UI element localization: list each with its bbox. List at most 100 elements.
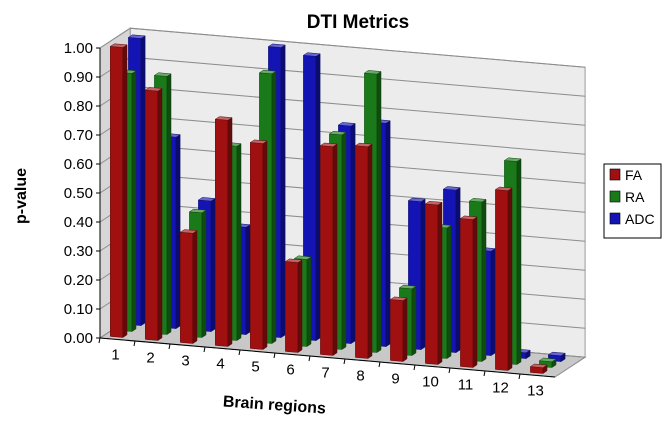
bar-side [236,143,242,341]
bar-side [332,143,338,356]
bar-side [420,198,426,351]
bar-front [285,261,299,353]
bar-side [131,70,137,332]
bar-front [250,142,264,350]
x-tick-label: 13 [527,383,544,400]
bar-top [258,69,277,75]
bar-front [355,145,369,359]
bar-top [363,70,382,75]
bar-FA-11 [459,215,478,368]
x-tick-label: 7 [321,365,329,382]
x-tick-label: 11 [458,377,474,394]
y-tick-label: 0.60 [64,156,93,173]
bar-side [507,187,513,371]
bar-FA-12 [494,186,513,371]
bar-ADC-13 [547,351,566,363]
legend-swatch-ADC [609,212,621,225]
bar-front [320,145,334,356]
bar-top [459,215,478,220]
bar-side [280,44,286,339]
bar-top [407,197,426,202]
x-tick-mark [98,337,101,344]
bar-top [144,87,163,92]
x-tick-label: 8 [356,368,364,385]
bar-side [376,71,382,353]
y-tick-label: 0.00 [64,330,93,347]
bar-side [367,143,373,359]
bar-FA-1 [109,43,128,338]
bar-top [503,157,522,162]
x-tick-mark [168,343,171,350]
legend-swatch-RA [609,190,621,203]
bar-side [411,285,417,356]
bar-side [227,117,233,347]
y-tick-label: 0.10 [64,301,93,318]
bar-side [446,224,452,359]
bar-front [460,218,474,368]
x-tick-mark [308,355,311,362]
bar-FA-5 [249,139,268,350]
bar-top [354,142,373,148]
bar-front [110,46,124,338]
y-tick-label: 0.70 [64,127,93,144]
axes-group: 0.00 0.10 0.20 0.30 0.40 0.50 0.60 0.70 0.80 0.90… [64,40,556,400]
bar-side [140,35,146,327]
x-tick-mark [518,373,521,380]
x-tick-mark [238,349,241,356]
bar-FA-3 [179,229,198,344]
bar-top [302,52,321,57]
bar-front [425,203,439,365]
bar-top [109,43,128,48]
bar-side [271,70,277,344]
x-tick-label: 6 [286,362,294,379]
bar-side [385,120,391,348]
bar-top [328,130,347,136]
bar-top [547,351,566,357]
bar-top [267,43,286,48]
x-tick-label: 1 [111,347,119,364]
bar-top [398,284,417,290]
gridline [99,27,586,68]
x-tick-label: 9 [391,371,399,388]
x-tick-label: 4 [216,356,224,373]
bar-side [455,187,461,354]
x-tick-mark [448,367,451,374]
legend-label-RA: RA [625,189,645,205]
bar-top [319,142,338,147]
bar-top [127,34,146,39]
bar-side [472,216,478,368]
bar-top [468,198,487,203]
bar-front [145,89,159,341]
y-tick-label: 0.40 [64,214,93,231]
bar-top [442,186,461,191]
x-tick-mark [273,352,276,359]
y-tick-label: 0.90 [64,69,93,86]
x-tick-mark [133,340,136,347]
bar-top [179,229,198,234]
bar-side [402,297,408,362]
bar-top [293,255,312,260]
bar-side [516,158,522,365]
y-tick-label: 0.50 [64,185,93,202]
bar-top [424,201,443,206]
bar-side [341,131,347,350]
legend-label-ADC: ADC [625,211,655,227]
bar-FA-6 [284,258,303,353]
bar-side [245,224,251,336]
bar-side [306,256,312,347]
bar-top [188,208,207,214]
bar-side [297,259,303,353]
bar-top [214,116,233,121]
x-tick-mark [413,364,416,371]
legend: FA RA ADC [603,163,662,239]
bar-top [494,186,513,191]
bar-side [201,209,207,338]
bar-side [157,87,163,341]
x-tick-mark [343,358,346,365]
bar-side [262,140,268,350]
bar-side [481,198,487,362]
bar-side [175,134,181,330]
x-tick-mark [483,370,486,377]
